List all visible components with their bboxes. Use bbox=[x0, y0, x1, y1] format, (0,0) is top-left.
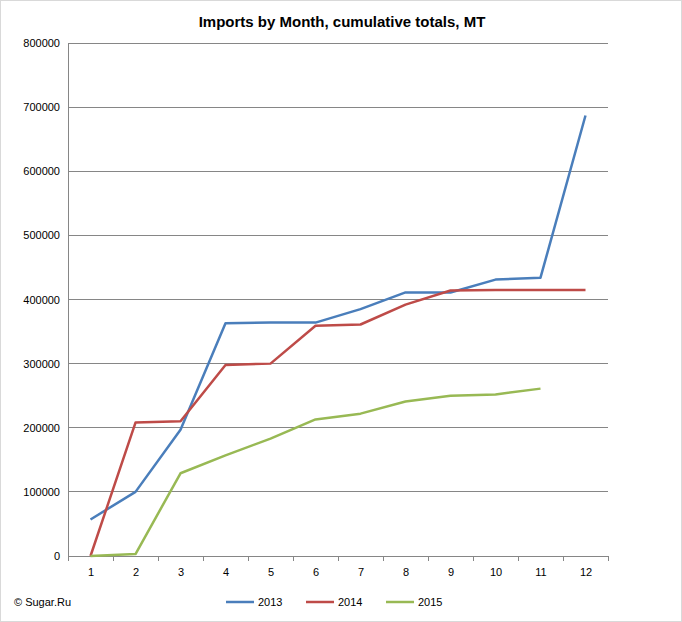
legend-label: 2014 bbox=[338, 596, 362, 608]
x-tick: 7 bbox=[358, 556, 364, 578]
x-tick-label: 2 bbox=[133, 566, 139, 578]
plot-area bbox=[91, 115, 586, 556]
x-axis: 123456789101112 bbox=[69, 556, 609, 578]
grid bbox=[68, 43, 608, 556]
y-tick: 200000 bbox=[23, 422, 68, 434]
series-line bbox=[91, 290, 586, 556]
legend: 2013 2014 2015 bbox=[226, 596, 442, 608]
y-tick-label: 300000 bbox=[23, 358, 60, 370]
y-tick: 700000 bbox=[23, 101, 68, 113]
category-divider bbox=[68, 556, 69, 561]
chart: 0 100000 200000 300000 400000 500000 600000 700… bbox=[0, 0, 682, 622]
legend-swatch bbox=[226, 601, 254, 604]
y-tick: 500000 bbox=[23, 229, 68, 241]
category-divider bbox=[383, 556, 384, 561]
grid-line bbox=[68, 427, 608, 428]
y-tick-label: 800000 bbox=[23, 37, 60, 49]
x-tick-label: 11 bbox=[535, 566, 546, 578]
title: Imports by Month, cumulative totals, MT bbox=[199, 13, 486, 30]
y-tick: 400000 bbox=[23, 294, 68, 306]
x-tick: 2 bbox=[133, 556, 139, 578]
x-tick-label: 9 bbox=[448, 566, 454, 578]
grid-line bbox=[68, 43, 608, 44]
source-note: © Sugar.Ru bbox=[14, 596, 71, 608]
chart-border bbox=[1, 1, 682, 622]
series-line bbox=[91, 389, 541, 556]
x-tick: 10 bbox=[490, 556, 502, 578]
series-line bbox=[91, 115, 586, 519]
y-tick-label: 500000 bbox=[23, 229, 60, 241]
category-divider bbox=[338, 556, 339, 561]
category-divider bbox=[563, 556, 564, 561]
x-tick-label: 4 bbox=[223, 566, 229, 578]
x-tick-label: 3 bbox=[178, 566, 184, 578]
x-tick-label: 12 bbox=[580, 566, 592, 578]
grid-line bbox=[68, 107, 608, 108]
y-axis: 0 100000 200000 300000 400000 500000 600000 700… bbox=[23, 37, 68, 562]
grid-line bbox=[68, 299, 608, 300]
x-tick: 12 bbox=[580, 556, 592, 578]
y-tick-label: 600000 bbox=[23, 165, 60, 177]
x-tick-label: 10 bbox=[490, 566, 502, 578]
category-divider bbox=[293, 556, 294, 561]
y-tick-label: 100000 bbox=[23, 486, 60, 498]
category-divider bbox=[428, 556, 429, 561]
category-divider bbox=[473, 556, 474, 561]
x-tick-label: 7 bbox=[358, 566, 364, 578]
y-tick-label: 200000 bbox=[23, 422, 60, 434]
x-tick: 3 bbox=[178, 556, 184, 578]
x-tick: 6 bbox=[313, 556, 319, 578]
category-divider bbox=[203, 556, 204, 561]
x-tick: 9 bbox=[448, 556, 454, 578]
x-tick: 11 bbox=[535, 556, 546, 578]
category-divider bbox=[158, 556, 159, 561]
x-tick: 1 bbox=[88, 556, 94, 578]
category-divider bbox=[113, 556, 114, 561]
legend-label: 2013 bbox=[258, 596, 282, 608]
x-tick: 4 bbox=[223, 556, 229, 578]
y-tick: 100000 bbox=[23, 486, 68, 498]
y-tick: 0 bbox=[54, 550, 68, 562]
legend-swatch bbox=[306, 601, 334, 604]
x-tick-label: 1 bbox=[88, 566, 94, 578]
y-tick: 300000 bbox=[23, 358, 68, 370]
category-divider bbox=[608, 556, 609, 561]
legend-swatch bbox=[386, 601, 414, 604]
grid-line bbox=[68, 363, 608, 364]
category-divider bbox=[248, 556, 249, 561]
y-axis-line bbox=[68, 44, 69, 557]
grid-line bbox=[68, 171, 608, 172]
grid-line bbox=[68, 491, 608, 492]
y-tick-label: 400000 bbox=[23, 294, 60, 306]
y-tick: 800000 bbox=[23, 37, 68, 49]
x-tick: 5 bbox=[268, 556, 274, 578]
x-tick-label: 5 bbox=[268, 566, 274, 578]
x-tick-label: 8 bbox=[403, 566, 409, 578]
category-divider bbox=[518, 556, 519, 561]
y-tick-label: 700000 bbox=[23, 101, 60, 113]
legend-label: 2015 bbox=[418, 596, 442, 608]
y-tick: 600000 bbox=[23, 165, 68, 177]
y-tick-label: 0 bbox=[54, 550, 60, 562]
x-tick-label: 6 bbox=[313, 566, 319, 578]
grid-line bbox=[68, 235, 608, 236]
x-tick: 8 bbox=[403, 556, 409, 578]
